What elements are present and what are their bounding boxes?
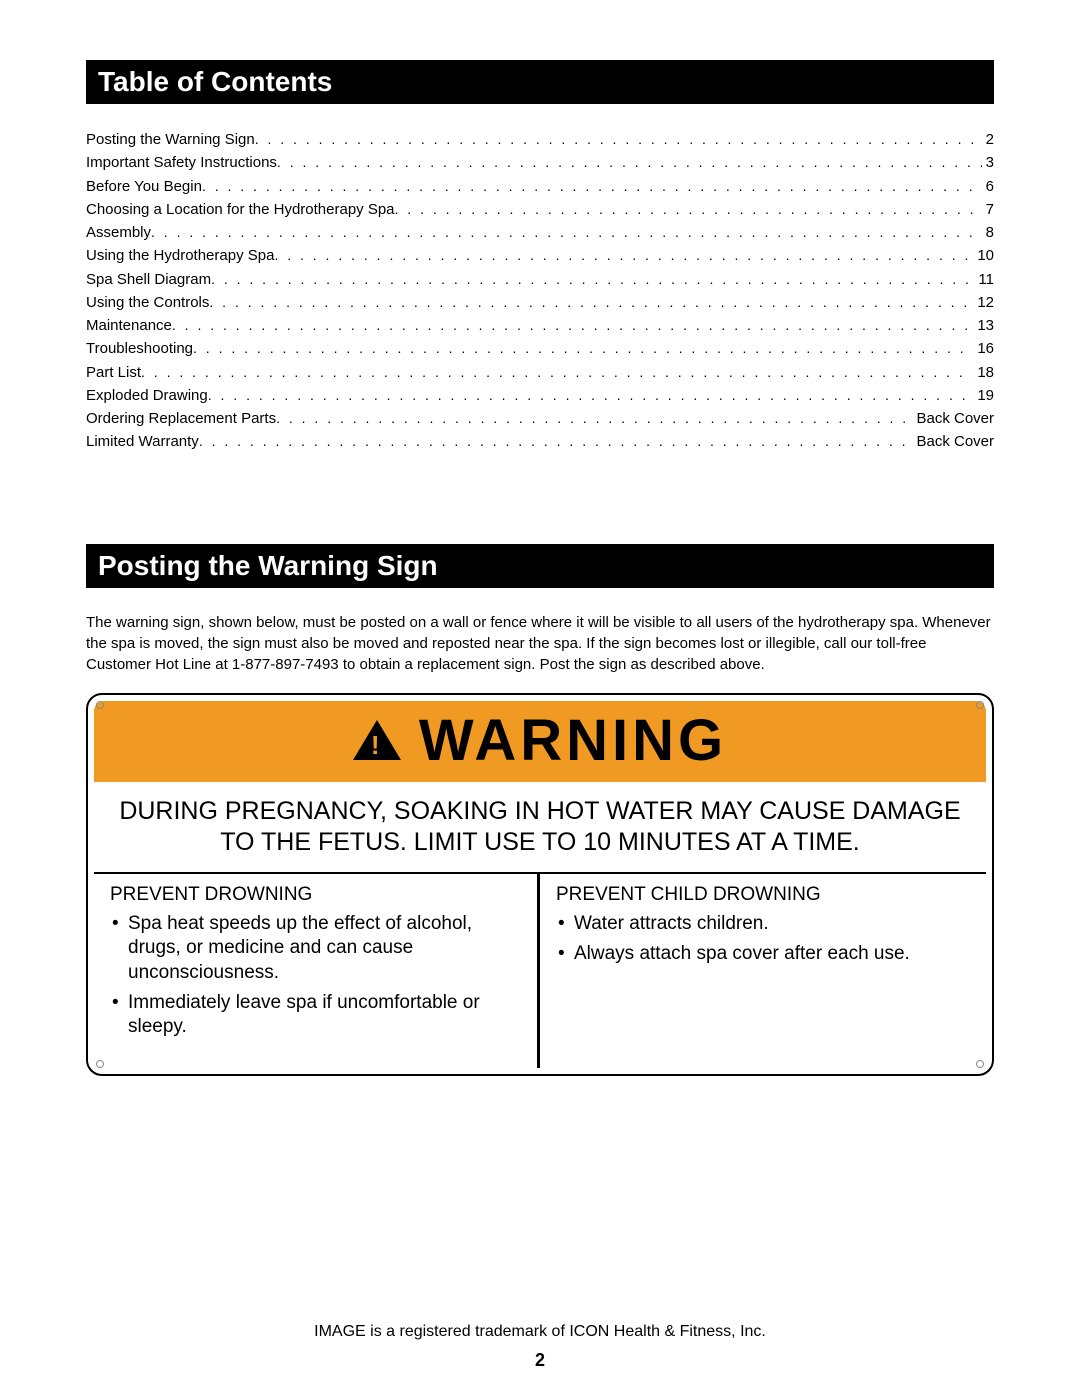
toc-row: Using the Controls 12 bbox=[86, 291, 994, 314]
toc-row: Before You Begin 6 bbox=[86, 175, 994, 198]
toc-label: Using the Hydrotherapy Spa bbox=[86, 244, 274, 267]
prevent-child-drowning-col: PREVENT CHILD DROWNING Water attracts ch… bbox=[540, 874, 986, 1068]
toc-page: Back Cover bbox=[912, 407, 994, 430]
prevent-child-drowning-list: Water attracts children. Always attach sp… bbox=[556, 912, 970, 967]
prevent-row: PREVENT DROWNING Spa heat speeds up the … bbox=[94, 872, 986, 1068]
toc-leader-dots bbox=[209, 292, 973, 314]
toc-leader-dots bbox=[199, 431, 913, 453]
toc-label: Exploded Drawing bbox=[86, 384, 208, 407]
trademark-notice: IMAGE is a registered trademark of ICON … bbox=[0, 1323, 1080, 1341]
prevent-drowning-title: PREVENT DROWNING bbox=[110, 884, 521, 906]
warning-triangle-icon bbox=[353, 720, 401, 760]
warning-sign-box: WARNING DURING PREGNANCY, SOAKING IN HOT… bbox=[86, 693, 994, 1076]
toc-leader-dots bbox=[274, 245, 973, 267]
toc-leader-dots bbox=[395, 199, 982, 221]
toc-page: 18 bbox=[973, 361, 994, 384]
toc-leader-dots bbox=[211, 269, 974, 291]
toc-page: 10 bbox=[973, 244, 994, 267]
toc-row: Ordering Replacement Parts Back Cover bbox=[86, 407, 994, 430]
toc-label: Part List bbox=[86, 361, 141, 384]
page-number: 2 bbox=[0, 1350, 1080, 1371]
toc-row: Assembly 8 bbox=[86, 221, 994, 244]
toc-row: Troubleshooting 16 bbox=[86, 337, 994, 360]
toc-leader-dots bbox=[141, 362, 973, 384]
toc-leader-dots bbox=[208, 385, 974, 407]
prevent-drowning-list: Spa heat speeds up the effect of alcohol… bbox=[110, 912, 521, 1040]
toc-row: Spa Shell Diagram 11 bbox=[86, 268, 994, 291]
toc-label: Maintenance bbox=[86, 314, 172, 337]
toc-leader-dots bbox=[193, 338, 973, 360]
toc-page: 11 bbox=[974, 268, 994, 291]
toc-page: 13 bbox=[973, 314, 994, 337]
toc-row: Exploded Drawing 19 bbox=[86, 384, 994, 407]
prevent-drowning-col: PREVENT DROWNING Spa heat speeds up the … bbox=[94, 874, 540, 1068]
toc-page: 16 bbox=[973, 337, 994, 360]
table-of-contents: Posting the Warning Sign2Important Safet… bbox=[86, 128, 994, 454]
warning-banner: WARNING bbox=[94, 701, 986, 782]
warning-word: WARNING bbox=[419, 707, 727, 774]
toc-leader-dots bbox=[277, 152, 982, 174]
warning-bullet: Spa heat speeds up the effect of alcohol… bbox=[110, 912, 521, 985]
warning-bullet: Immediately leave spa if uncomfortable o… bbox=[110, 991, 521, 1040]
toc-leader-dots bbox=[255, 129, 982, 151]
toc-label: Using the Controls bbox=[86, 291, 209, 314]
rivet-icon bbox=[976, 1060, 984, 1068]
toc-label: Spa Shell Diagram bbox=[86, 268, 211, 291]
toc-row: Part List 18 bbox=[86, 361, 994, 384]
toc-leader-dots bbox=[151, 222, 982, 244]
toc-row: Posting the Warning Sign 2 bbox=[86, 128, 994, 151]
toc-label: Assembly bbox=[86, 221, 151, 244]
toc-page: 12 bbox=[973, 291, 994, 314]
warning-bullet: Water attracts children. bbox=[556, 912, 970, 936]
toc-row: Limited Warranty Back Cover bbox=[86, 430, 994, 453]
toc-page: 2 bbox=[982, 128, 994, 151]
toc-page: 8 bbox=[982, 221, 994, 244]
prevent-child-drowning-title: PREVENT CHILD DROWNING bbox=[556, 884, 970, 906]
rivet-icon bbox=[96, 701, 104, 709]
rivet-icon bbox=[96, 1060, 104, 1068]
toc-label: Choosing a Location for the Hydrotherapy… bbox=[86, 198, 395, 221]
toc-label: Before You Begin bbox=[86, 175, 202, 198]
toc-page: Back Cover bbox=[912, 430, 994, 453]
toc-label: Important Safety Instructions bbox=[86, 151, 277, 174]
toc-leader-dots bbox=[202, 176, 982, 198]
toc-label: Posting the Warning Sign bbox=[86, 128, 255, 151]
toc-row: Maintenance 13 bbox=[86, 314, 994, 337]
toc-page: 3 bbox=[982, 151, 994, 174]
toc-row: Important Safety Instructions 3 bbox=[86, 151, 994, 174]
warning-bullet: Always attach spa cover after each use. bbox=[556, 942, 970, 966]
posting-header: Posting the Warning Sign bbox=[86, 544, 994, 588]
posting-paragraph: The warning sign, shown below, must be p… bbox=[86, 612, 994, 675]
pregnancy-warning-text: DURING PREGNANCY, SOAKING IN HOT WATER M… bbox=[94, 782, 986, 873]
toc-leader-dots bbox=[172, 315, 973, 337]
toc-label: Troubleshooting bbox=[86, 337, 193, 360]
rivet-icon bbox=[976, 701, 984, 709]
toc-page: 19 bbox=[973, 384, 994, 407]
toc-page: 7 bbox=[982, 198, 994, 221]
toc-header: Table of Contents bbox=[86, 60, 994, 104]
toc-leader-dots bbox=[276, 408, 912, 430]
toc-page: 6 bbox=[982, 175, 994, 198]
toc-row: Using the Hydrotherapy Spa 10 bbox=[86, 244, 994, 267]
toc-label: Ordering Replacement Parts bbox=[86, 407, 276, 430]
toc-label: Limited Warranty bbox=[86, 430, 199, 453]
toc-row: Choosing a Location for the Hydrotherapy… bbox=[86, 198, 994, 221]
